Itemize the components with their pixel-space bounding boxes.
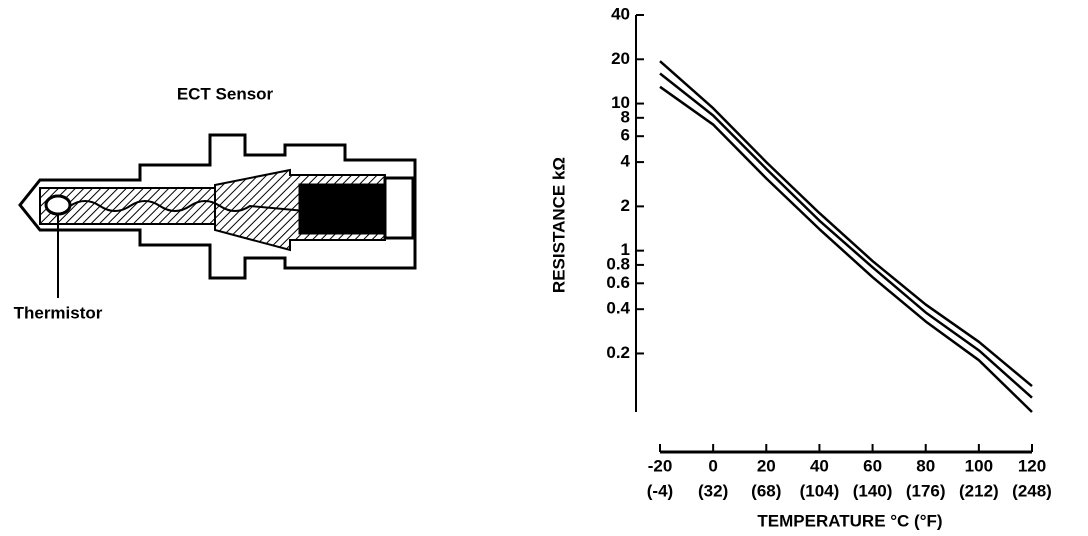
diagram-title: ECT Sensor [177, 84, 274, 103]
sensor-drawing [18, 133, 417, 298]
y-tick-label: 40 [611, 4, 630, 23]
curve [659, 72, 1033, 399]
x-tick-label-f: (248) [1012, 481, 1052, 500]
y-tick-label: 1 [621, 240, 630, 259]
x-tick-label-f: (104) [800, 481, 840, 500]
y-tick-label: 8 [621, 107, 630, 126]
x-axis-title: TEMPERATURE °C (°F) [757, 511, 942, 530]
x-tick-label-f: (68) [751, 481, 781, 500]
y-tick-label: 2 [621, 196, 630, 215]
x-tick-label: 20 [757, 456, 776, 475]
y-tick-label: 0.4 [606, 299, 630, 318]
x-tick-label: -20 [648, 456, 673, 475]
x-tick-label: 120 [1018, 456, 1046, 475]
y-tick-label: 6 [621, 126, 630, 145]
y-tick-label: 10 [611, 93, 630, 112]
x-tick-label: 40 [810, 456, 829, 475]
curve [659, 85, 1033, 413]
x-tick-label-f: (212) [959, 481, 999, 500]
y-axis-title: RESISTANCE kΩ [549, 157, 568, 293]
x-tick-label: 60 [863, 456, 882, 475]
x-tick-label-f: (140) [853, 481, 893, 500]
x-tick-label: 100 [965, 456, 993, 475]
x-tick-label-f: (32) [698, 481, 728, 500]
curve [659, 60, 1033, 388]
y-tick-label: 0.2 [606, 343, 630, 362]
x-tick-label: 0 [708, 456, 717, 475]
diagram-label: Thermistor [14, 303, 103, 322]
y-tick-label: 4 [621, 152, 631, 171]
x-tick-label-f: (176) [906, 481, 946, 500]
x-tick-label-f: (-4) [647, 481, 673, 500]
y-tick-label: 0.6 [606, 273, 630, 292]
y-tick-label: 20 [611, 49, 630, 68]
x-tick-label: 80 [916, 456, 935, 475]
y-tick-label: 0.8 [606, 254, 630, 273]
